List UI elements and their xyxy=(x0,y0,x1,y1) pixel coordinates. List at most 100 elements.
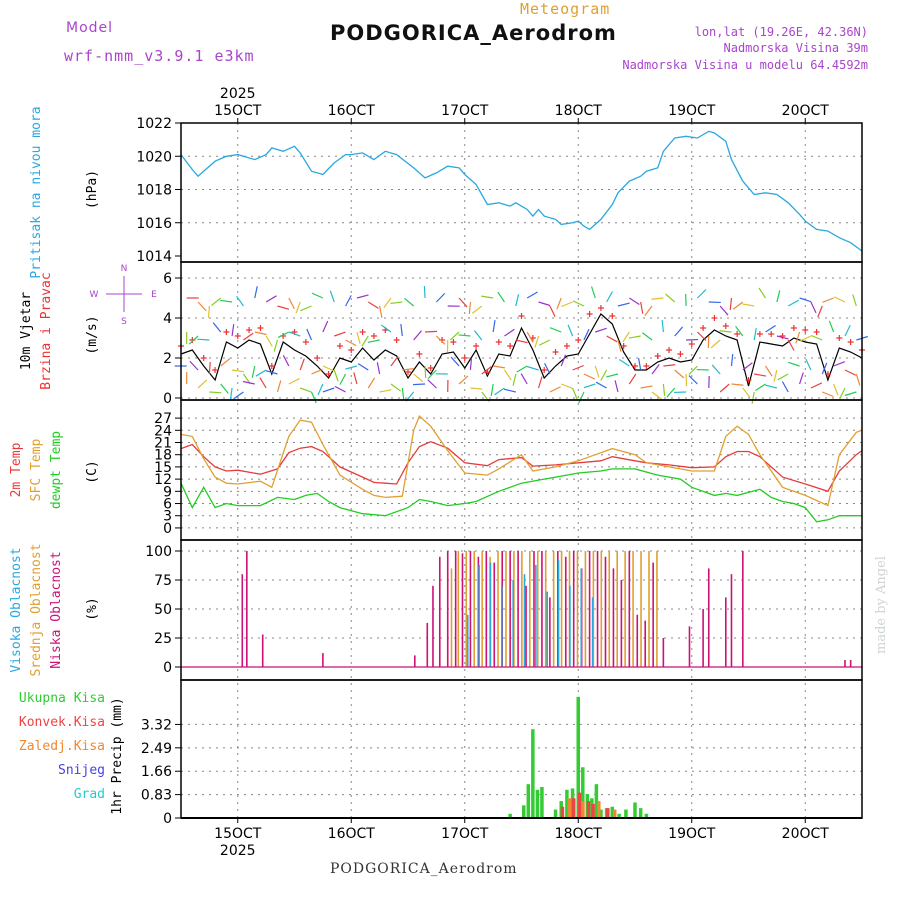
wind-barb xyxy=(450,356,460,367)
bar xyxy=(688,626,691,667)
wind-barb xyxy=(516,365,528,373)
wind-barb xyxy=(651,364,660,375)
wind-barb xyxy=(295,301,301,314)
bar xyxy=(610,806,615,818)
gust-mark xyxy=(563,343,570,349)
wind-barb xyxy=(255,369,267,377)
wind-barb xyxy=(233,391,244,400)
wind-barb xyxy=(276,380,282,393)
wind-barb xyxy=(220,383,229,394)
x-tick-label-top: 17OCT xyxy=(441,103,489,119)
compass-south: S xyxy=(121,317,127,327)
y-tick-label: 2.49 xyxy=(141,741,172,757)
gust-mark xyxy=(597,305,604,311)
bar xyxy=(531,729,535,818)
wind-barb xyxy=(251,365,256,378)
y-tick-label: 24 xyxy=(154,423,172,439)
gust-mark xyxy=(666,347,673,353)
bar xyxy=(497,551,499,667)
wind-barb xyxy=(674,326,684,337)
bar xyxy=(546,591,548,667)
wind-barb xyxy=(311,368,323,375)
x-tick-label-top: 19OCT xyxy=(668,103,716,119)
gust-mark xyxy=(677,351,684,357)
wind-barb xyxy=(583,383,596,389)
wind-barb xyxy=(273,339,279,352)
bar xyxy=(662,638,665,667)
bar xyxy=(586,801,591,818)
bar xyxy=(849,660,852,667)
wind-barb xyxy=(526,365,539,371)
elevation-label: Nadmorska Visina 39m xyxy=(723,41,869,55)
bar xyxy=(648,551,650,667)
panel-frame-precip xyxy=(180,679,863,819)
gust-mark xyxy=(586,311,593,317)
wind-barb xyxy=(299,358,305,371)
gust-mark xyxy=(824,371,831,377)
y-tick-label: 0.83 xyxy=(141,788,172,804)
bar xyxy=(457,551,460,667)
gust-mark xyxy=(234,333,241,339)
wind-barb xyxy=(361,335,369,347)
panel-label: Srednja Oblacnost xyxy=(29,543,44,676)
wind-barb xyxy=(844,324,851,337)
bar xyxy=(541,551,543,667)
station-title: PODGORICA_Aerodrom xyxy=(330,21,617,45)
bar xyxy=(261,634,264,667)
wind-barb xyxy=(787,299,800,307)
wind-barb xyxy=(329,290,335,303)
wind-barb xyxy=(572,300,585,307)
wind-barb xyxy=(243,332,254,341)
wind-barb xyxy=(458,334,471,337)
wind-barb xyxy=(413,373,424,383)
wind-barb xyxy=(334,385,346,393)
bar xyxy=(489,562,492,667)
bar xyxy=(656,551,658,667)
gust-mark xyxy=(393,337,400,343)
wind-barb xyxy=(765,384,778,389)
wind-barb xyxy=(390,383,402,392)
wind-barb xyxy=(710,339,721,349)
wind-barb xyxy=(661,320,664,333)
gust-mark xyxy=(836,335,843,341)
bar xyxy=(617,813,621,818)
wind-barb xyxy=(544,362,551,375)
bar xyxy=(707,568,710,667)
wind-barb xyxy=(651,297,664,300)
wind-barb xyxy=(614,380,619,393)
wind-barb xyxy=(424,365,427,379)
wind-barb xyxy=(781,381,789,393)
bar xyxy=(536,551,539,667)
series-line-temperature xyxy=(180,440,863,493)
wind-barb xyxy=(711,364,721,375)
bar xyxy=(481,551,483,667)
wind-barb xyxy=(520,373,528,385)
wind-barb xyxy=(197,301,207,312)
wind-barb xyxy=(787,339,795,351)
wind-barb xyxy=(427,379,437,389)
bar xyxy=(632,551,634,667)
wind-barb xyxy=(833,296,846,303)
gust-mark xyxy=(461,355,468,361)
wind-barb xyxy=(600,369,608,381)
wind-barb xyxy=(755,383,766,392)
bar xyxy=(581,801,585,818)
bar xyxy=(612,809,617,818)
wind-barb xyxy=(288,297,295,309)
y-tick-label: 0 xyxy=(163,521,172,537)
bar xyxy=(606,808,610,818)
bar xyxy=(523,574,526,667)
wind-barb xyxy=(188,335,199,345)
gust-mark xyxy=(802,327,809,333)
bar xyxy=(505,551,507,667)
wind-barb xyxy=(423,285,426,299)
precip-legend-label: Snijeg xyxy=(58,763,105,778)
bar xyxy=(466,614,469,667)
x-tick-label-bottom: 15OCT xyxy=(214,826,262,842)
gust-mark xyxy=(541,367,548,373)
wind-barb xyxy=(390,355,399,367)
wind-barb xyxy=(254,286,258,299)
bar xyxy=(535,789,540,818)
bar xyxy=(246,551,248,667)
x-tick-label-top: 20OCT xyxy=(782,103,830,119)
